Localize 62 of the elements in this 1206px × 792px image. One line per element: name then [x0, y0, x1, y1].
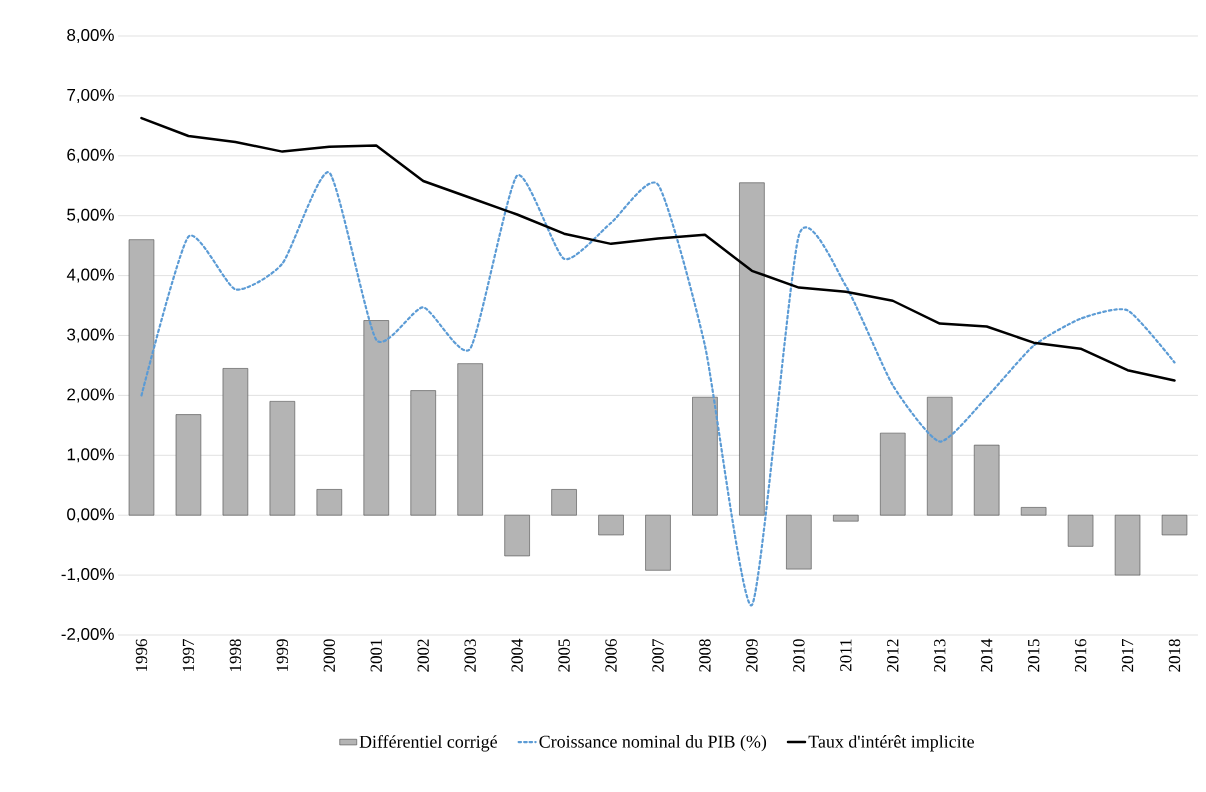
- bar: [973, 444, 1000, 516]
- x-tick-label: 1996: [135, 639, 148, 671]
- y-tick-label: -2,00%: [61, 628, 114, 642]
- x-tick-label: 2006: [605, 639, 617, 672]
- bar: [128, 239, 155, 516]
- bar: [504, 514, 530, 557]
- line-series: [140, 171, 1176, 607]
- x-tick-label: 2011: [840, 639, 852, 672]
- legend-label: Taux d'intérêt implicite: [808, 735, 974, 752]
- bar: [926, 396, 953, 516]
- y-tick-label: 3,00%: [67, 328, 114, 343]
- bar: [1114, 514, 1141, 576]
- y-tick-label: 7,00%: [67, 88, 114, 103]
- bar: [410, 390, 436, 516]
- bar: [1020, 507, 1047, 516]
- x-tick-label: 2015: [1027, 639, 1040, 672]
- y-tick-label: 1,00%: [67, 448, 114, 463]
- bar: [363, 320, 389, 516]
- y-tick-label: 4,00%: [66, 268, 114, 283]
- bar: [645, 514, 671, 571]
- bar: [316, 489, 343, 516]
- x-tick-label: 1997: [182, 639, 195, 671]
- y-tick-label: -1,00%: [61, 568, 114, 583]
- bar: [175, 414, 202, 516]
- y-tick-label: 0,00%: [67, 508, 114, 523]
- x-tick-label: 2002: [417, 639, 429, 672]
- x-tick-label: 2018: [1168, 639, 1181, 672]
- x-tick-label: 2008: [699, 639, 711, 672]
- y-tick-label: 6,00%: [67, 148, 114, 163]
- x-tick-label: 2012: [887, 639, 899, 672]
- x-tick-label: 2005: [558, 639, 570, 672]
- legend-label: Croissance nominal du PIB (%): [539, 735, 767, 752]
- y-tick-label: 8,00%: [67, 29, 114, 43]
- bar: [551, 489, 577, 516]
- bar: [269, 401, 296, 516]
- bar: [739, 182, 765, 516]
- x-tick-label: 2003: [464, 639, 476, 672]
- legend-label: Différentiel corrigé: [359, 735, 497, 752]
- x-tick-label: 2001: [370, 639, 382, 672]
- bar: [692, 396, 718, 516]
- y-tick-label: 5,00%: [67, 208, 114, 223]
- bar: [1161, 514, 1188, 536]
- bar: [457, 363, 483, 516]
- x-tick-label: 2017: [1121, 639, 1134, 672]
- x-tick-label: 2007: [652, 639, 664, 672]
- line-series: [140, 116, 1176, 382]
- x-tick-label: 2009: [746, 639, 758, 672]
- x-tick-label: 2004: [511, 638, 523, 672]
- x-tick-label: 1999: [276, 639, 289, 671]
- x-tick-label: 2013: [934, 639, 946, 672]
- bar: [880, 432, 906, 516]
- y-tick-label: 2,00%: [67, 388, 114, 403]
- bar: [833, 514, 859, 522]
- bar: [598, 514, 624, 536]
- bar: [1067, 514, 1094, 547]
- bar: [222, 368, 249, 516]
- x-tick-label: 2016: [1074, 639, 1087, 672]
- x-tick-label: 2010: [793, 639, 805, 672]
- x-tick-label: 2014: [980, 638, 993, 672]
- bar: [786, 514, 812, 570]
- x-tick-label: 1998: [229, 639, 242, 671]
- x-tick-label: 2000: [323, 639, 336, 672]
